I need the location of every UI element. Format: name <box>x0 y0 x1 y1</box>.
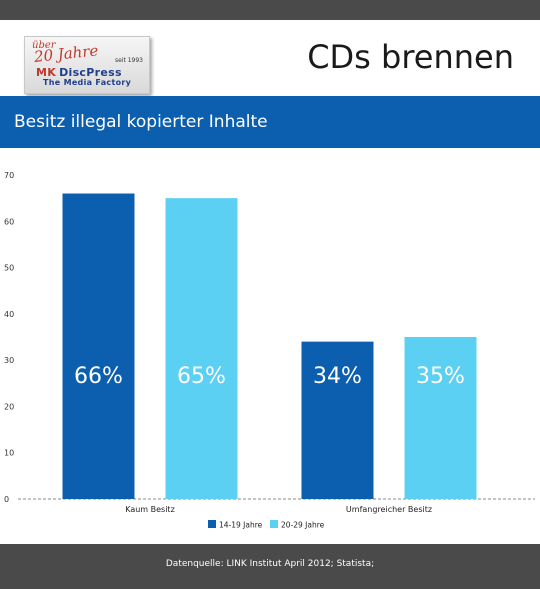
y-tick-label: 0 <box>4 495 9 504</box>
logo-ueber: über <box>32 40 56 51</box>
logo-seit: seit 1993 <box>114 57 143 64</box>
bar <box>301 341 374 499</box>
chart-title: Besitz illegal kopierter Inhalte <box>14 112 268 132</box>
logo-brand: MK DiscPress <box>36 66 122 79</box>
chart-title-banner: Besitz illegal kopierter Inhalte <box>0 96 540 148</box>
legend-label: 14-19 Jahre <box>219 521 263 530</box>
x-category-label: Umfangreicher Besitz <box>346 505 432 514</box>
bar-data-label: 66% <box>74 364 123 389</box>
logo-tagline: The Media Factory <box>43 78 132 87</box>
bar <box>404 337 477 499</box>
top-bar <box>0 0 540 20</box>
bar <box>62 193 135 499</box>
bar-chart: 0 10 20 30 40 50 60 70 66% 65% Kaum Besitz 34% 35% Um… <box>4 171 535 530</box>
x-category-label: Kaum Besitz <box>125 505 175 514</box>
y-tick-label: 40 <box>4 310 14 319</box>
legend-label: 20-29 Jahre <box>281 521 325 530</box>
footer: Datenquelle: LINK Institut April 2012; S… <box>0 544 540 589</box>
legend-swatch <box>270 520 278 528</box>
logo-mk: MK <box>36 66 57 79</box>
header: über 20 Jahre seit 1993 MK DiscPress The … <box>0 20 540 96</box>
y-tick-label: 60 <box>4 217 14 226</box>
data-source: Datenquelle: LINK Institut April 2012; S… <box>165 559 375 569</box>
bar-data-label: 35% <box>416 364 465 389</box>
y-tick-label: 70 <box>4 171 14 180</box>
legend-swatch <box>208 520 216 528</box>
y-tick-label: 30 <box>4 356 14 365</box>
bar-data-label: 65% <box>177 364 226 389</box>
discpress-logo: über 20 Jahre seit 1993 MK DiscPress The … <box>24 36 150 94</box>
bar-data-label: 34% <box>313 364 362 389</box>
logo-brand-name: DiscPress <box>59 66 122 79</box>
page-title: CDs brennen <box>307 38 514 76</box>
y-tick-label: 50 <box>4 264 14 273</box>
y-tick-label: 10 <box>4 449 14 458</box>
bar <box>165 198 238 499</box>
y-tick-label: 20 <box>4 402 14 411</box>
